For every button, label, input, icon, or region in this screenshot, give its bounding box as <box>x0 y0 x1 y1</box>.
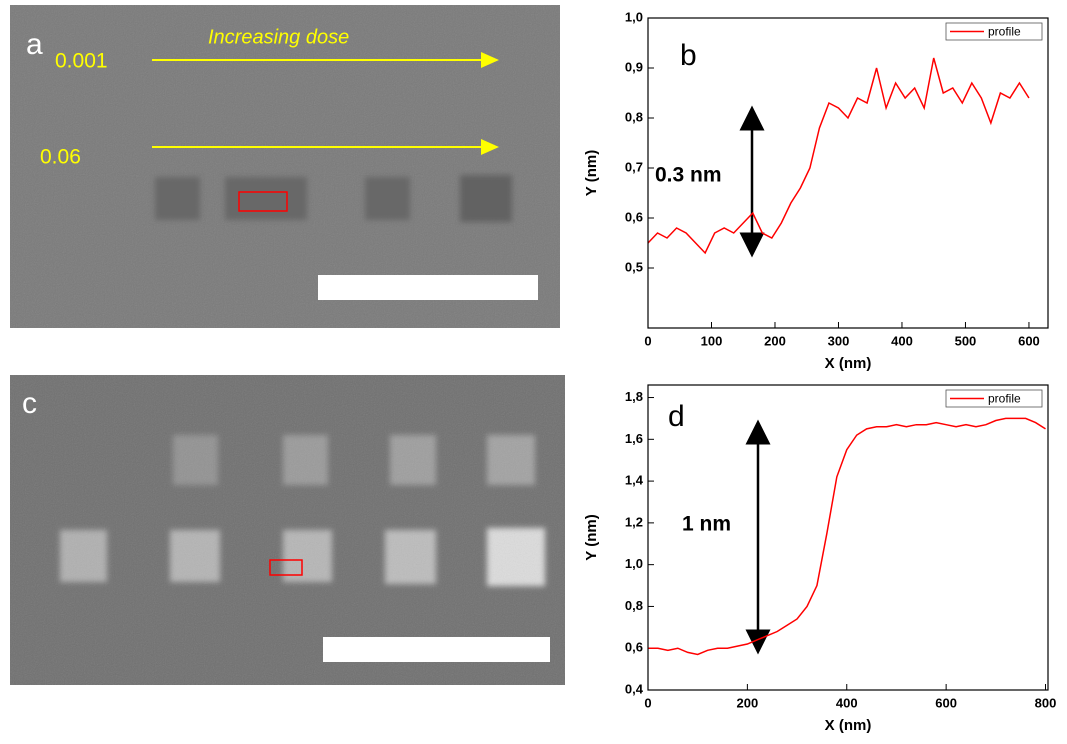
y-tick-label: 0,9 <box>625 59 643 74</box>
x-tick-label: 500 <box>955 333 977 348</box>
image-noise <box>10 375 565 685</box>
annotation: Increasing dose <box>208 26 349 48</box>
scale-bar <box>323 637 550 662</box>
legend-box <box>945 389 1043 408</box>
chart: 0 100 200 300 400 500 600 0,5 0,6 0,7 0,8 0,9 1,0 X (… <box>583 9 1049 372</box>
plot-frame <box>647 17 1049 329</box>
roi-box <box>238 191 288 212</box>
legend-label: profile <box>988 392 1021 406</box>
y-tick-label: 0,8 <box>625 109 643 124</box>
y-tick-label: 0,7 <box>625 159 643 174</box>
roi-box <box>269 559 303 576</box>
y-axis-label: Y (nm) <box>583 514 600 560</box>
y-tick-label: 0,8 <box>625 598 643 613</box>
x-tick-label: 200 <box>737 695 759 710</box>
dose-label: 0.001 <box>55 50 108 73</box>
plot-frame <box>647 384 1049 691</box>
y-axis-label: Y (nm) <box>583 150 600 196</box>
x-axis-label: X (nm) <box>825 717 872 734</box>
panel-label: c <box>22 387 37 420</box>
x-tick-label: 0 <box>644 333 651 348</box>
y-tick-label: 1,0 <box>625 9 643 24</box>
panel-label: b <box>680 39 697 72</box>
profile-line <box>647 57 1030 255</box>
y-tick-label: 1,8 <box>625 389 643 404</box>
panel-c: c <box>10 375 565 685</box>
chart: 0 200 400 600 800 0,4 0,6 0,8 1,0 1,2 1,4 1,6 1,8 X (… <box>583 384 1057 734</box>
y-tick-label: 0,6 <box>625 209 643 224</box>
panel-a: a Increasing dose 0.001 0.06 <box>10 5 560 328</box>
legend-label: profile <box>988 25 1021 39</box>
y-tick-label: 1,4 <box>625 473 644 488</box>
panel-label: d <box>668 400 685 433</box>
y-tick-label: 0,4 <box>625 681 644 696</box>
y-tick-label: 1,0 <box>625 556 643 571</box>
x-tick-label: 800 <box>1035 695 1057 710</box>
x-tick-label: 600 <box>1018 333 1040 348</box>
image-noise <box>10 5 560 328</box>
scale-bar <box>318 275 538 300</box>
legend-box <box>945 22 1043 41</box>
x-tick-label: 400 <box>836 695 858 710</box>
x-tick-label: 600 <box>935 695 957 710</box>
exposed-square <box>365 177 410 220</box>
exposed-square <box>225 177 307 220</box>
x-tick-label: 300 <box>828 333 850 348</box>
annotation: 1 nm <box>682 513 731 536</box>
y-tick-label: 1,6 <box>625 431 643 446</box>
x-tick-label: 0 <box>644 695 651 710</box>
x-tick-label: 100 <box>701 333 723 348</box>
exposed-square <box>460 175 512 222</box>
x-axis-label: X (nm) <box>825 355 872 372</box>
x-tick-label: 400 <box>891 333 913 348</box>
y-tick-label: 0,6 <box>625 640 643 655</box>
y-tick-label: 1,2 <box>625 514 643 529</box>
annotation: 0.3 nm <box>655 164 722 187</box>
dose-label: 0.06 <box>40 146 81 169</box>
panel-label: a <box>26 28 43 61</box>
x-tick-label: 200 <box>764 333 786 348</box>
y-tick-label: 0,5 <box>625 259 643 274</box>
profile-line <box>648 417 1046 656</box>
exposed-square <box>155 177 200 220</box>
